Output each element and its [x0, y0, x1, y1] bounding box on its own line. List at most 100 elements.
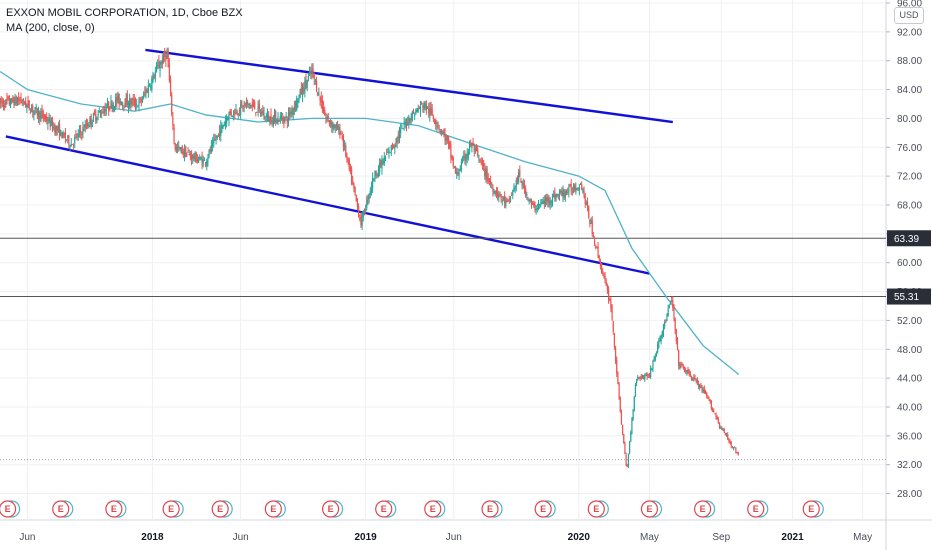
candle-body — [8, 96, 10, 105]
candle-body — [271, 122, 273, 124]
currency-badge[interactable]: USD — [894, 7, 924, 24]
candle-body — [570, 183, 572, 192]
candle-body — [458, 172, 460, 177]
candle-body — [400, 129, 402, 133]
candle-body — [572, 186, 575, 190]
candle-body — [40, 113, 42, 122]
candle-body — [293, 106, 295, 111]
candle-body — [171, 94, 173, 114]
candle-body — [334, 124, 336, 128]
candle-body — [514, 188, 516, 189]
x-tick-label: Jun — [19, 532, 35, 543]
candle-body — [547, 197, 549, 203]
candle-body — [584, 195, 586, 204]
candle-body — [449, 142, 451, 148]
candle-body — [613, 333, 616, 347]
candle-body — [162, 54, 165, 64]
candle-body — [535, 209, 537, 211]
candle-body — [201, 156, 203, 165]
candle-body — [137, 106, 139, 108]
candle-body — [415, 110, 417, 114]
candle-body — [342, 135, 345, 147]
candle-body — [9, 104, 12, 105]
candle-body — [537, 205, 540, 206]
candle-body — [118, 93, 120, 105]
y-tick-label: 96.00 — [897, 0, 922, 10]
candle-body — [735, 447, 737, 453]
candle-body — [294, 104, 297, 107]
candle-body — [638, 377, 640, 379]
candle-body — [368, 195, 370, 200]
candle-body — [229, 109, 231, 114]
candle-body — [89, 118, 91, 123]
candle-body — [234, 113, 236, 116]
candle-body — [37, 111, 40, 119]
candle-body — [438, 128, 440, 130]
upper-channel-trendline — [145, 48, 673, 124]
candle-body — [311, 69, 313, 75]
candle-body — [550, 201, 552, 203]
candle-body — [68, 135, 70, 145]
candle-body — [189, 155, 191, 157]
candle-body — [249, 103, 251, 106]
earnings-marker-label: E — [381, 504, 387, 514]
candle-body — [421, 102, 423, 104]
candle-body — [283, 116, 285, 123]
candle-body — [443, 129, 445, 134]
candle-body — [461, 158, 464, 163]
earnings-marker-label: E — [217, 504, 223, 514]
candle-body — [339, 126, 341, 137]
candle-body — [460, 161, 462, 171]
candle-body — [224, 120, 227, 125]
candle-body — [540, 202, 542, 204]
candle-body — [725, 434, 728, 436]
price-axis[interactable]: 96.00 92.00 88.00 84.00 80.00 76.00 72.00 68.00… — [886, 0, 931, 500]
earnings-marker-circle — [0, 500, 17, 518]
candle-body — [242, 106, 244, 110]
time-axis[interactable]: Jun 2018 Jun 2019 Jun 2020 May Sep 2021 May — [19, 532, 872, 543]
candle-body — [714, 413, 716, 415]
symbol-title[interactable]: EXXON MOBIL CORPORATION, 1D, Cboe BZX — [6, 7, 243, 19]
candle-body — [113, 106, 116, 108]
horizontal-lines[interactable] — [0, 237, 886, 298]
candle-body — [312, 67, 314, 73]
earnings-marker-label: E — [168, 504, 174, 514]
candle-body — [412, 109, 415, 114]
candle-body — [58, 124, 61, 137]
candle-body — [626, 465, 628, 467]
candle-body — [481, 159, 484, 166]
candle-body — [35, 107, 37, 110]
candle-body — [523, 184, 526, 189]
candle-body — [287, 113, 290, 122]
candle-body — [617, 373, 619, 384]
indicator-label[interactable]: MA (200, close, 0) — [6, 22, 95, 34]
y-tick-label: 80.00 — [897, 114, 922, 125]
candle-body — [414, 114, 416, 116]
candle-body — [97, 113, 99, 116]
candle-body — [575, 187, 577, 193]
candle-body — [430, 105, 432, 112]
candle-body — [254, 102, 256, 110]
trendlines[interactable] — [5, 48, 673, 275]
candle-body — [374, 170, 376, 178]
candle-body — [582, 190, 584, 193]
candle-body — [630, 432, 632, 442]
candle-body — [228, 112, 230, 121]
candle-body — [145, 90, 147, 95]
candle-body — [482, 163, 485, 166]
candle-body — [252, 104, 255, 106]
candle-body — [265, 115, 267, 118]
candle-body — [185, 146, 187, 158]
candle-body — [123, 105, 125, 107]
candle-body — [278, 120, 280, 122]
candle-body — [704, 391, 707, 395]
horizontal-line-label-bg — [887, 288, 931, 305]
candle-body — [308, 71, 311, 73]
candle-body — [604, 275, 606, 281]
candle-body — [600, 263, 603, 273]
x-tick-label: Jun — [446, 532, 462, 543]
candle-body — [365, 209, 367, 212]
candle-body — [425, 104, 427, 111]
